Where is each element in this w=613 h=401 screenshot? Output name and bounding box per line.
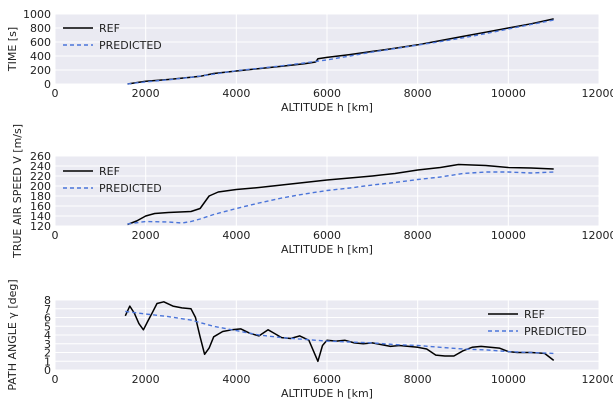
y-tick-label: 0 <box>44 364 51 377</box>
x-tick-label: 8000 <box>404 373 432 386</box>
legend-label: REF <box>99 165 120 178</box>
y-tick-label: 1 <box>44 355 51 368</box>
x-tick-label: 10000 <box>491 87 526 100</box>
y-tick-label: 4 <box>44 329 51 342</box>
x-tick-label: 10000 <box>491 229 526 242</box>
y-tick-label: 260 <box>30 150 51 163</box>
series-line-ref <box>127 18 554 85</box>
series-line-ref <box>127 163 554 226</box>
y-tick-label: 200 <box>30 64 51 77</box>
series-line-predicted <box>125 310 554 355</box>
x-tick-label: 2000 <box>132 87 160 100</box>
chart-panel-1: 0 2000 4000 6000 8000 10000 12000 0200400600800… <box>6 8 613 114</box>
y-tick-label: 2 <box>44 347 51 360</box>
x-tick-label: 12000 <box>582 87 613 100</box>
series-line-predicted <box>127 19 554 85</box>
y-tick-label: 1000 <box>23 8 51 21</box>
series-line-ref <box>124 301 555 363</box>
x-tick-label: 0 <box>52 87 59 100</box>
y-tick-label: 160 <box>30 200 51 213</box>
y-axis-label: PATH ANGLE γ [deg] <box>6 279 19 390</box>
legend-label: REF <box>524 308 545 321</box>
y-tick-label: 600 <box>30 36 51 49</box>
legend-label: PREDICTED <box>524 325 587 338</box>
x-tick-label: 12000 <box>582 229 613 242</box>
y-axis-label: TRUE AIR SPEED V [m/s] <box>11 124 24 259</box>
legend-label: PREDICTED <box>99 182 162 195</box>
y-tick-label: 6 <box>44 312 51 325</box>
y-tick-label: 8 <box>44 294 51 307</box>
legend-label: PREDICTED <box>99 39 162 52</box>
x-tick-label: 12000 <box>582 373 613 386</box>
y-tick-label: 240 <box>30 160 51 173</box>
y-tick-label: 400 <box>30 50 51 63</box>
x-axis-label: ALTITUDE h [km] <box>281 101 373 114</box>
series-line-predicted <box>127 171 554 225</box>
y-tick-label: 180 <box>30 190 51 203</box>
x-tick-label: 2000 <box>132 229 160 242</box>
y-tick-label: 7 <box>44 303 51 316</box>
y-tick-label: 140 <box>30 210 51 223</box>
x-tick-label: 0 <box>52 373 59 386</box>
x-tick-label: 6000 <box>313 87 341 100</box>
x-tick-label: 10000 <box>491 373 526 386</box>
y-tick-label: 120 <box>30 220 51 233</box>
x-tick-label: 4000 <box>222 87 250 100</box>
x-tick-label: 6000 <box>313 229 341 242</box>
y-tick-label: 5 <box>44 320 51 333</box>
y-tick-label: 3 <box>44 338 51 351</box>
x-tick-label: 4000 <box>222 229 250 242</box>
x-axis-label: ALTITUDE h [km] <box>281 387 373 400</box>
y-tick-label: 220 <box>30 170 51 183</box>
legend: REF PREDICTED <box>488 308 587 338</box>
legend: REF PREDICTED <box>63 165 162 195</box>
x-tick-label: 8000 <box>404 229 432 242</box>
legend: REF PREDICTED <box>63 22 162 52</box>
y-tick-label: 200 <box>30 180 51 193</box>
x-tick-label: 6000 <box>313 373 341 386</box>
x-tick-label: 0 <box>52 229 59 242</box>
y-tick-label: 0 <box>44 78 51 91</box>
x-tick-label: 2000 <box>132 373 160 386</box>
y-axis-label: TIME [s] <box>6 27 19 72</box>
chart-panel-2: 0 2000 4000 6000 8000 10000 120001201401601802… <box>11 124 613 259</box>
x-tick-label: 4000 <box>222 373 250 386</box>
x-tick-label: 8000 <box>404 87 432 100</box>
y-tick-label: 800 <box>30 22 51 35</box>
legend-label: REF <box>99 22 120 35</box>
x-axis-label: ALTITUDE h [km] <box>281 243 373 256</box>
